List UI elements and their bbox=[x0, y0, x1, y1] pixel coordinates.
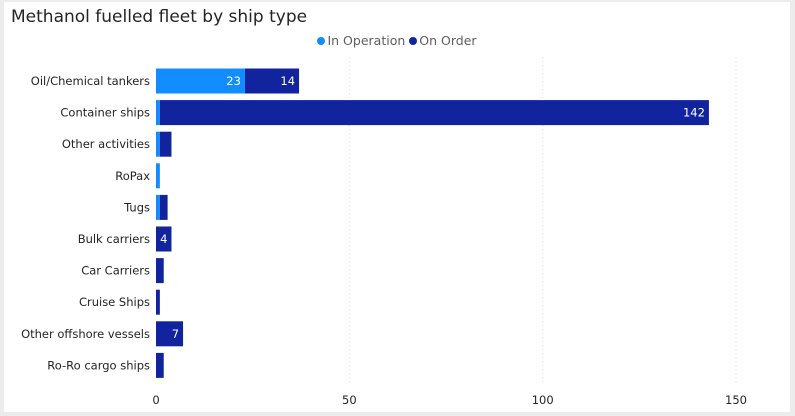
data-label: 7 bbox=[172, 327, 179, 341]
category-label: Cruise Ships bbox=[79, 295, 150, 309]
legend-label-in-operation: In Operation bbox=[327, 33, 406, 48]
bar-in-operation bbox=[156, 100, 160, 126]
legend-dot-in-operation bbox=[317, 36, 326, 45]
bar-on-order bbox=[159, 194, 168, 220]
category-label: RoPax bbox=[115, 169, 150, 183]
category-label: Tugs bbox=[123, 200, 150, 214]
legend-dot-on-order bbox=[409, 36, 418, 45]
bar-on-order bbox=[156, 289, 160, 315]
category-label: Container ships bbox=[60, 106, 150, 120]
bar-in-operation bbox=[156, 163, 160, 189]
legend-item-in-operation[interactable]: In Operation bbox=[317, 33, 405, 48]
data-label: 23 bbox=[226, 74, 241, 88]
data-label: 4 bbox=[160, 232, 167, 246]
category-label: Car Carriers bbox=[81, 264, 150, 278]
bar-on-order bbox=[156, 321, 184, 347]
bar-on-order bbox=[159, 131, 172, 157]
bar-in-operation bbox=[156, 194, 160, 220]
legend-label-on-order: On Order bbox=[419, 33, 477, 48]
bar-in-operation bbox=[156, 68, 245, 94]
category-label: Oil/Chemical tankers bbox=[31, 74, 150, 88]
category-label: Bulk carriers bbox=[78, 232, 150, 246]
legend-item-on-order[interactable]: On Order bbox=[409, 33, 477, 48]
x-tick-label: 0 bbox=[152, 393, 159, 407]
chart-title: Methanol fuelled fleet by ship type bbox=[11, 7, 308, 27]
data-label: 142 bbox=[683, 106, 705, 120]
bar-on-order bbox=[156, 226, 172, 252]
x-tick-label: 50 bbox=[342, 393, 357, 407]
bar-on-order bbox=[156, 352, 164, 378]
category-label: Other activities bbox=[62, 137, 150, 151]
chart-panel: Methanol fuelled fleet by ship type In O… bbox=[4, 2, 790, 412]
bar-chart: Oil/Chemical tankers 23 14 Container ships 1… bbox=[21, 57, 747, 407]
bar-on-order bbox=[156, 258, 164, 284]
bar-on-order bbox=[159, 100, 709, 126]
data-label: 14 bbox=[280, 74, 295, 88]
x-tick-label: 150 bbox=[725, 393, 747, 407]
category-label: Other offshore vessels bbox=[21, 327, 150, 341]
x-tick-label: 100 bbox=[532, 393, 554, 407]
chart-legend: In Operation On Order bbox=[4, 33, 790, 48]
bar-on-order bbox=[244, 68, 300, 94]
category-label: Ro-Ro cargo ships bbox=[47, 358, 150, 372]
bar-in-operation bbox=[156, 131, 160, 157]
